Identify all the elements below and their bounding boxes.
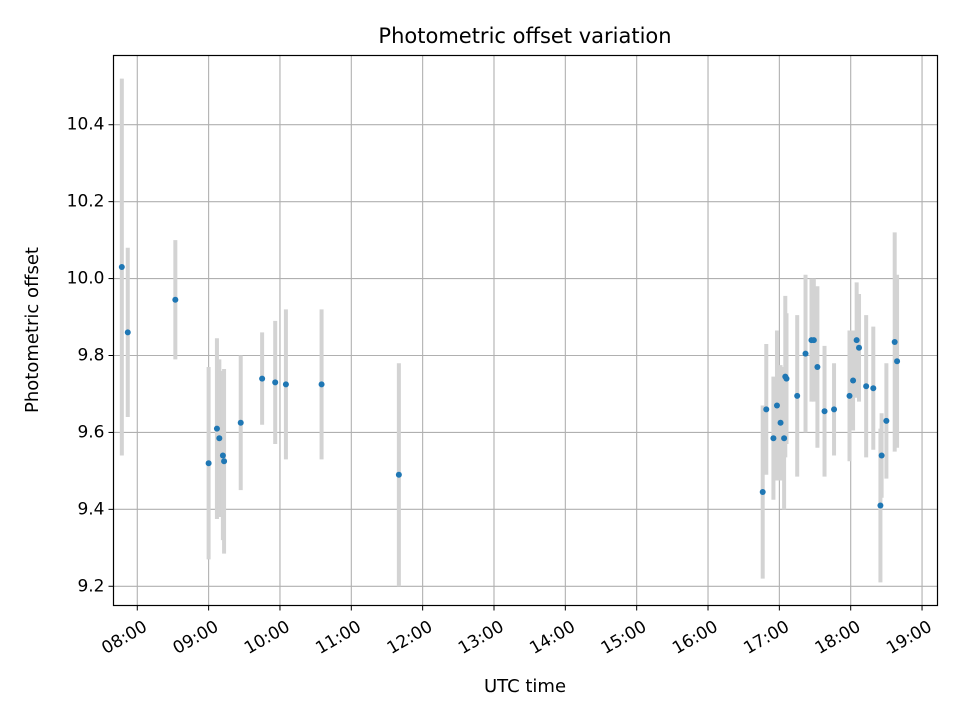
y-tick-label: 10.2 xyxy=(67,192,105,212)
y-tick-label: 9.4 xyxy=(77,499,104,519)
data-point xyxy=(272,379,279,386)
data-point xyxy=(216,435,223,442)
data-point xyxy=(853,337,860,344)
data-point xyxy=(205,460,212,467)
data-point xyxy=(846,392,853,399)
plot-frame xyxy=(112,54,939,607)
data-point xyxy=(794,392,801,399)
x-axis-label: UTC time xyxy=(484,676,566,697)
data-point xyxy=(237,419,244,426)
y-tick-label: 10.0 xyxy=(67,269,105,289)
data-point xyxy=(124,329,131,336)
data-point xyxy=(831,406,838,413)
data-point xyxy=(891,339,898,346)
data-point xyxy=(783,375,790,382)
data-point xyxy=(172,296,179,303)
y-tick-label: 10.4 xyxy=(67,115,105,135)
data-point xyxy=(894,358,901,365)
data-point xyxy=(877,502,884,509)
data-point xyxy=(781,435,788,442)
data-point xyxy=(802,350,809,357)
data-point xyxy=(770,435,777,442)
data-point xyxy=(763,406,770,413)
data-point xyxy=(282,381,289,388)
data-point xyxy=(221,458,228,465)
data-point xyxy=(118,264,125,271)
y-tick-label: 9.8 xyxy=(77,346,104,366)
data-point xyxy=(759,489,766,496)
data-point xyxy=(821,408,828,415)
data-point xyxy=(395,471,402,478)
data-point xyxy=(777,419,784,426)
data-point xyxy=(856,344,863,351)
y-tick-label: 9.6 xyxy=(77,422,104,442)
data-points xyxy=(118,264,901,509)
data-point xyxy=(883,417,890,424)
data-point xyxy=(318,381,325,388)
data-point xyxy=(870,385,877,392)
data-point xyxy=(810,337,817,344)
data-point xyxy=(878,452,885,459)
data-point xyxy=(863,383,870,390)
data-point xyxy=(219,452,226,459)
chart-title: Photometric offset variation xyxy=(378,24,671,48)
y-axis-ticks: 9.2 9.4 9.6 9.8 10.0 10.2 10.4 xyxy=(67,115,114,596)
data-point xyxy=(259,375,266,382)
y-tick-label: 9.2 xyxy=(77,576,104,596)
data-point xyxy=(213,425,220,432)
data-point xyxy=(814,364,821,371)
y-axis-label: Photometric offset xyxy=(22,247,43,413)
data-point xyxy=(850,377,857,384)
data-point xyxy=(773,402,780,409)
